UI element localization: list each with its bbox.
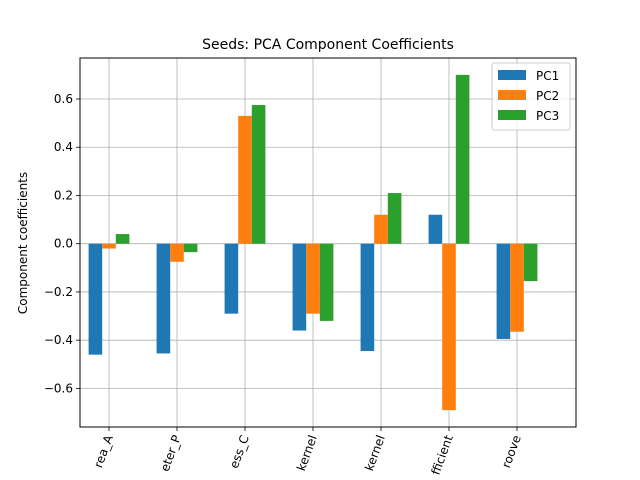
- bar-pc2-3: [306, 243, 320, 314]
- y-tick-label: −0.6: [44, 381, 73, 395]
- legend-label-pc3: PC3: [536, 109, 559, 123]
- bars: [88, 74, 538, 411]
- bar-pc3-5: [455, 74, 470, 244]
- bar-pc2-2: [238, 115, 252, 244]
- bar-pc1-2: [224, 243, 239, 314]
- bar-pc1-3: [292, 243, 307, 331]
- bar-pc3-4: [387, 193, 402, 244]
- bar-pc3-3: [319, 243, 334, 321]
- bar-pc2-1: [170, 243, 184, 262]
- bar-pc2-6: [510, 243, 524, 332]
- plot-frame: [79, 57, 577, 428]
- legend-label-pc1: PC1: [536, 69, 559, 83]
- y-axis-label: Component coefficients: [16, 172, 30, 314]
- bar-pc2-5: [442, 243, 456, 411]
- bar-pc2-0: [102, 243, 116, 249]
- legend: PC1 PC2 PC3: [491, 62, 571, 131]
- legend-swatch-pc3: [498, 110, 526, 120]
- bar-pc3-2: [251, 105, 266, 244]
- bar-pc1-1: [156, 243, 171, 354]
- bar-pc3-0: [115, 234, 130, 244]
- bar-pc3-1: [183, 243, 198, 253]
- bar-pc1-4: [360, 243, 375, 352]
- bar-pc3-6: [523, 243, 538, 282]
- bar-pc1-0: [88, 243, 103, 355]
- bar-pc1-5: [428, 214, 443, 244]
- bar-pc1-6: [496, 243, 511, 339]
- y-tick-label: 0.2: [54, 188, 73, 202]
- y-tick-label: 0.0: [54, 237, 73, 251]
- y-tick-label: −0.2: [44, 285, 73, 299]
- y-tick-label: 0.4: [54, 140, 73, 154]
- legend-label-pc2: PC2: [536, 89, 559, 103]
- bar-pc2-4: [374, 214, 388, 244]
- legend-swatch-pc2: [498, 90, 526, 100]
- chart-title: Seeds: PCA Component Coefficients: [202, 37, 454, 53]
- y-tick-label: 0.6: [54, 92, 73, 106]
- legend-swatch-pc1: [498, 70, 526, 80]
- y-tick-label: −0.4: [44, 333, 73, 347]
